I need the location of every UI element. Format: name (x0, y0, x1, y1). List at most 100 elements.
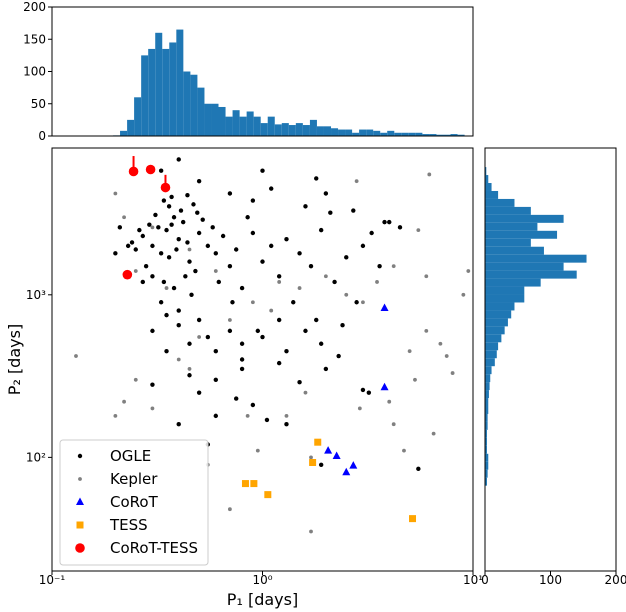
point (391, 422, 396, 427)
point (200, 217, 205, 222)
point (150, 406, 155, 411)
point (323, 366, 329, 372)
point (143, 263, 149, 269)
point (213, 269, 218, 273)
point (239, 285, 245, 291)
point (125, 243, 131, 249)
point (213, 413, 219, 419)
bar (485, 230, 558, 239)
bar (253, 116, 261, 136)
point (284, 236, 289, 242)
point (180, 219, 186, 225)
bar (450, 134, 458, 136)
bar (485, 318, 508, 327)
point (239, 366, 245, 372)
point (164, 348, 169, 354)
bar (485, 477, 487, 486)
bar (366, 129, 374, 136)
point (161, 198, 167, 203)
point (303, 328, 308, 334)
legend-label: TESS (109, 516, 148, 534)
point (351, 208, 356, 213)
point (234, 396, 239, 401)
point (297, 251, 302, 256)
point (160, 182, 171, 193)
bar (485, 167, 487, 176)
legend-label: CoRoT (110, 493, 159, 511)
point (113, 413, 118, 418)
point (245, 215, 250, 220)
point (409, 515, 417, 523)
bar (485, 437, 487, 446)
point (191, 202, 196, 207)
point (318, 341, 324, 346)
point (264, 417, 270, 423)
bar (302, 125, 310, 136)
bar (485, 222, 538, 231)
point (193, 268, 198, 274)
point (158, 251, 164, 256)
plot-frame (51, 6, 474, 137)
point (150, 225, 155, 230)
point (308, 263, 314, 269)
point (314, 317, 319, 323)
point (309, 529, 313, 534)
point (205, 334, 211, 340)
point (164, 312, 169, 318)
point (314, 438, 322, 446)
point (137, 227, 142, 233)
point (444, 354, 449, 358)
point (369, 230, 374, 236)
bar (485, 198, 515, 207)
point (357, 406, 362, 411)
point (260, 168, 265, 173)
histogram (485, 167, 587, 486)
point (166, 255, 172, 260)
bar (485, 270, 577, 279)
bar (457, 134, 465, 136)
point (196, 317, 202, 323)
bar (485, 190, 499, 199)
point (397, 225, 403, 230)
point (332, 279, 337, 285)
point (260, 334, 265, 340)
point (77, 453, 83, 459)
point (183, 274, 188, 279)
point (122, 269, 133, 280)
bar (225, 116, 233, 136)
point (318, 227, 324, 233)
bar (443, 134, 451, 136)
point (297, 380, 302, 385)
point (75, 543, 85, 553)
point (284, 413, 289, 418)
x-tick-label: 10¹ (463, 573, 483, 587)
bar (485, 358, 495, 367)
point (431, 431, 436, 436)
bar (415, 132, 423, 136)
point (176, 308, 181, 313)
point (416, 228, 421, 233)
bar (323, 126, 332, 136)
bar (485, 421, 488, 430)
legend-box (59, 439, 209, 566)
bar (485, 310, 512, 319)
histogram (113, 29, 465, 137)
point (366, 390, 372, 395)
bar (394, 132, 402, 136)
point (117, 225, 123, 230)
point (387, 219, 392, 225)
y-tick-label: 10² (26, 450, 46, 464)
bar (387, 130, 395, 136)
point (164, 286, 169, 290)
point (291, 300, 296, 305)
point (196, 178, 202, 184)
bar (485, 278, 541, 287)
point (171, 285, 177, 291)
point (74, 354, 78, 358)
bar (485, 429, 487, 438)
point (332, 451, 341, 459)
point (360, 243, 366, 249)
point (284, 421, 289, 427)
point (122, 215, 126, 220)
bar (485, 334, 502, 343)
